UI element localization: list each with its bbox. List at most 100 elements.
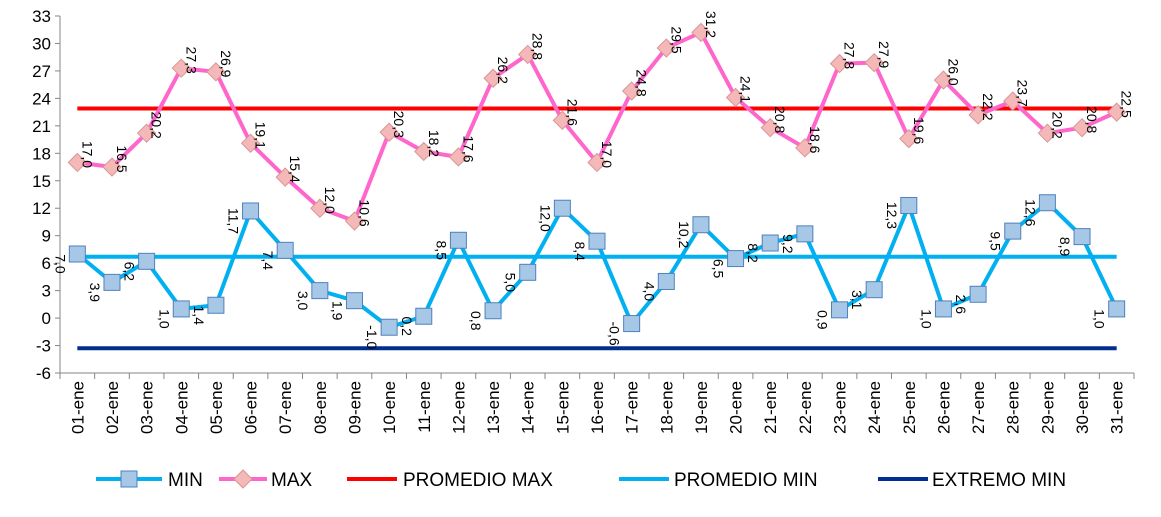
y-tick-label: 24 xyxy=(32,89,51,108)
data-label-min: 3,0 xyxy=(295,291,311,311)
marker-max xyxy=(1106,102,1127,122)
data-label-min: 1,4 xyxy=(191,306,207,326)
x-tick-label: 21-ene xyxy=(761,381,780,434)
marker-max xyxy=(587,152,607,173)
marker-max xyxy=(656,38,676,58)
marker-min xyxy=(415,307,433,325)
legend-label-min: MIN xyxy=(168,470,203,491)
x-tick-label: 03-ene xyxy=(138,381,157,434)
data-label-max: 17,6 xyxy=(460,135,476,162)
marker-max xyxy=(725,87,746,108)
marker-min xyxy=(103,273,121,291)
data-label-max: 18,6 xyxy=(807,126,823,153)
x-tick-label: 27-ene xyxy=(969,381,988,434)
data-label-max: 27,9 xyxy=(876,41,892,68)
data-label-min: 12,6 xyxy=(1022,199,1038,226)
data-label-max: 17,0 xyxy=(599,141,615,168)
marker-min xyxy=(380,318,398,336)
data-label-max: 31,2 xyxy=(703,11,719,38)
data-label-max: 26,9 xyxy=(218,50,234,77)
x-tick-label: 15-ene xyxy=(553,381,572,434)
y-tick-label: 12 xyxy=(32,199,51,218)
x-tick-label: 05-ene xyxy=(207,381,226,434)
y-tick-label: 27 xyxy=(32,62,51,81)
legend-marker-max xyxy=(233,469,253,489)
data-label-max: 18,2 xyxy=(426,130,442,157)
x-tick-label: 01-ene xyxy=(68,381,87,434)
data-label-max: 22,2 xyxy=(980,93,996,120)
marker-max xyxy=(899,128,919,149)
data-label-min: -0,6 xyxy=(607,322,623,346)
data-label-min: 2,6 xyxy=(953,295,969,315)
data-label-min: 7,0 xyxy=(52,254,68,274)
data-label-max: 15,4 xyxy=(287,155,303,182)
marker-min xyxy=(484,302,502,320)
data-label-min: 1,0 xyxy=(918,309,934,329)
marker-min xyxy=(588,232,606,250)
data-label-max: 24,1 xyxy=(738,76,754,103)
data-label-max: 28,8 xyxy=(530,33,546,60)
y-tick-label: 30 xyxy=(32,34,51,53)
x-tick-label: 07-ene xyxy=(276,381,295,434)
x-tick-label: 04-ene xyxy=(172,381,191,434)
data-label-min: 12,0 xyxy=(537,205,553,232)
marker-max xyxy=(552,110,573,131)
marker-min xyxy=(311,282,329,300)
y-tick-label: 21 xyxy=(32,117,51,136)
axes: -6 -3 0 3 6 9 12 15 18 21 24 27 30 33 01-ene 02-ene 03-e… xyxy=(32,7,1135,434)
data-label-max: 20,3 xyxy=(391,111,407,138)
data-label-min: 3,1 xyxy=(849,290,865,310)
data-label-max: 20,8 xyxy=(1084,106,1100,133)
data-label-max: 21,6 xyxy=(564,99,580,126)
marker-max xyxy=(448,147,469,167)
data-labels: 7,0 3,9 6,2 1,0 1,4 11,7 7,4 3,0 1,9 -1,0 0,2 8,5 0,… xyxy=(52,11,1134,350)
data-label-min: 0,2 xyxy=(399,317,415,337)
marker-min xyxy=(553,199,571,217)
data-label-min: 9,5 xyxy=(988,231,1004,251)
data-label-max: 27,8 xyxy=(842,42,858,69)
marker-max xyxy=(275,167,295,187)
data-label-min: 4,0 xyxy=(641,282,657,302)
marker-min xyxy=(449,231,467,249)
data-label-max: 12,0 xyxy=(322,187,338,214)
marker-min xyxy=(657,272,675,290)
marker-max xyxy=(1037,123,1058,143)
marker-max xyxy=(1003,91,1023,111)
x-tick-label: 18-ene xyxy=(657,381,676,434)
marker-min xyxy=(345,292,363,310)
x-tick-label: 10-ene xyxy=(380,381,399,434)
marker-max xyxy=(67,152,88,173)
data-label-min: 8,2 xyxy=(745,243,761,263)
y-tick-label: 9 xyxy=(42,227,51,246)
reference-lines xyxy=(77,106,1117,351)
y-tick-label: 15 xyxy=(32,172,51,191)
data-label-min: 0,9 xyxy=(815,310,831,330)
data-label-min: 5,0 xyxy=(503,273,519,293)
data-label-max: 19,6 xyxy=(911,117,927,144)
marker-max xyxy=(795,138,815,158)
data-label-min: 11,7 xyxy=(226,208,242,234)
marker-min xyxy=(796,225,814,243)
marker-max xyxy=(1072,117,1092,138)
x-tick-label: 06-ene xyxy=(242,381,261,434)
x-tick-label: 17-ene xyxy=(623,381,642,434)
legend: MIN MAX PROMEDIO MAX PROMEDIO MIN EXTREMO MI… xyxy=(96,469,1066,491)
marker-min xyxy=(865,281,883,299)
marker-min xyxy=(1038,194,1056,212)
x-tick-label: 11-ene xyxy=(415,381,434,433)
data-label-min: 6,2 xyxy=(122,262,138,282)
y-tick-label: 6 xyxy=(42,254,51,273)
x-tick-label: 02-ene xyxy=(103,381,122,434)
marker-max xyxy=(136,123,157,143)
legend-label-promedio-min: PROMEDIO MIN xyxy=(674,470,818,491)
marker-min xyxy=(761,234,779,252)
marker-min xyxy=(68,245,86,263)
data-label-max: 26,0 xyxy=(945,58,961,85)
x-tick-label: 19-ene xyxy=(692,381,711,434)
marker-max xyxy=(171,58,191,78)
data-label-max: 17,0 xyxy=(79,141,95,168)
y-tick-label: 3 xyxy=(42,282,51,301)
marker-max xyxy=(206,62,226,82)
data-label-min: 9,2 xyxy=(780,234,796,254)
data-label-max: 20,8 xyxy=(772,106,788,133)
